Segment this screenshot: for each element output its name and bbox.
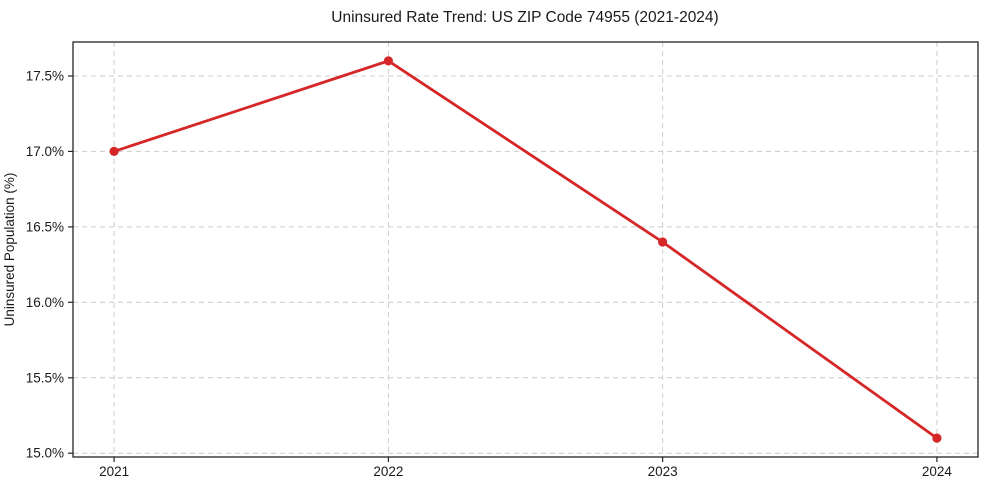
grid-layer — [73, 42, 978, 457]
x-tick-label: 2024 — [922, 464, 953, 479]
data-point-marker — [658, 237, 668, 247]
tick-layer: 15.0% 15.5% 16.0% 16.5% 17.0% 17.5% 2021 2022 20… — [26, 69, 953, 480]
y-tick-label: 15.0% — [26, 446, 64, 461]
y-tick-label: 15.5% — [26, 370, 64, 385]
y-axis-label: Uninsured Population (%) — [2, 173, 17, 327]
x-tick-label: 2021 — [99, 464, 129, 479]
series-line — [112, 59, 939, 440]
plot-frame — [72, 41, 979, 458]
series-layer — [109, 56, 942, 443]
y-tick-label: 17.0% — [26, 144, 64, 159]
x-tick-label: 2022 — [373, 464, 403, 479]
x-tick-label: 2023 — [648, 464, 678, 479]
data-point-marker — [932, 433, 942, 443]
data-point-marker — [383, 56, 393, 66]
y-tick-label: 16.5% — [26, 219, 64, 234]
y-tick-label: 16.0% — [26, 295, 64, 310]
data-point-marker — [109, 146, 119, 156]
y-tick-label: 17.5% — [26, 69, 64, 84]
chart-title: Uninsured Rate Trend: US ZIP Code 74955 … — [331, 9, 718, 26]
